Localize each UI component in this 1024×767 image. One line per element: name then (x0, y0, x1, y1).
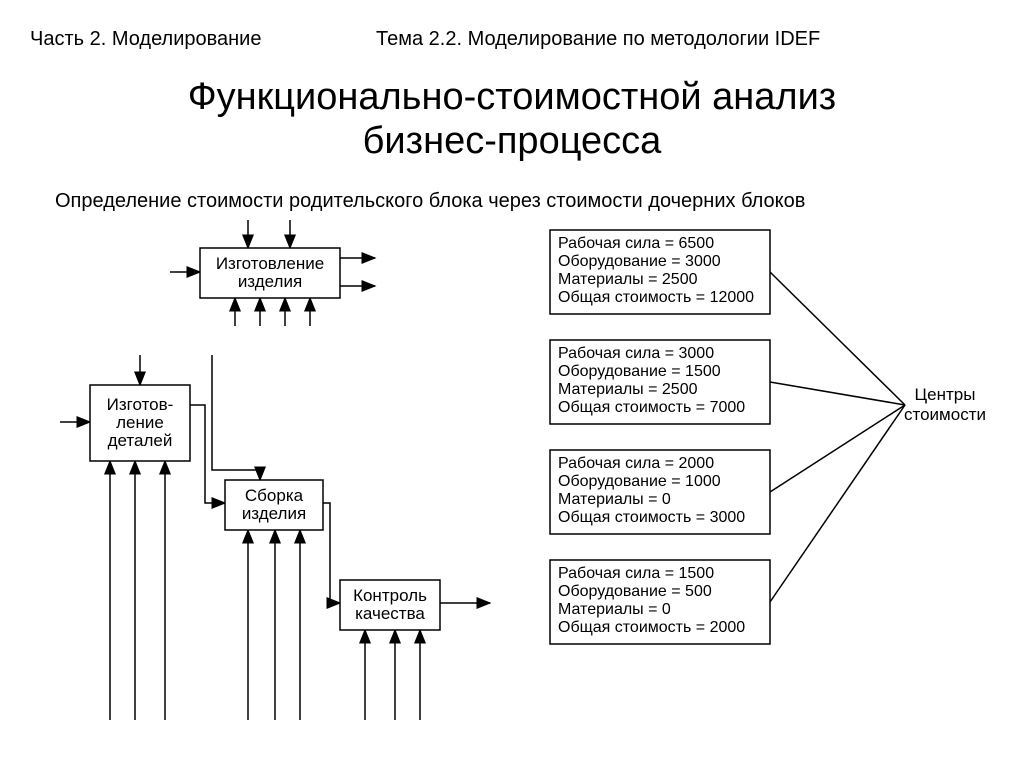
line-cost3-join (770, 405, 905, 602)
cost-c1-row: Рабочая сила = 3000 (558, 345, 714, 362)
process-b2-label: изделия (242, 504, 306, 523)
arrow-top-to-b2 (212, 355, 260, 480)
process-b1-label: Изготов- (107, 395, 174, 414)
cost-c0-row: Оборудование = 3000 (558, 253, 721, 270)
cost-c3-row: Материалы = 0 (558, 601, 671, 618)
line-cost2-join (770, 405, 905, 492)
process-b1-label: деталей (108, 431, 173, 450)
cost-c1-row: Общая стоимость = 7000 (558, 399, 745, 416)
cost-c0-row: Рабочая сила = 6500 (558, 235, 714, 252)
cost-c3-row: Рабочая сила = 1500 (558, 565, 714, 582)
cost-c0-row: Общая стоимость = 12000 (558, 289, 754, 306)
cost-c1-row: Материалы = 2500 (558, 381, 698, 398)
process-b0-label: изделия (238, 272, 302, 291)
cost-c3-row: Оборудование = 500 (558, 583, 712, 600)
process-b0-label: Изготовление (216, 254, 324, 273)
cost-c0-row: Материалы = 2500 (558, 271, 698, 288)
centers-label: Центры (915, 385, 976, 404)
arrow-b1-to-b2 (190, 405, 225, 503)
centers-label: стоимости (904, 405, 986, 424)
cost-c3-row: Общая стоимость = 2000 (558, 619, 745, 636)
diagram-canvas: ИзготовлениеизделияИзготов-лениедеталейС… (0, 0, 1024, 767)
process-b2-label: Сборка (245, 486, 304, 505)
cost-c2-row: Оборудование = 1000 (558, 473, 721, 490)
cost-c2-row: Рабочая сила = 2000 (558, 455, 714, 472)
process-b3-label: Контроль (353, 586, 427, 605)
arrow-b2-to-b3 (323, 503, 340, 603)
process-b1-label: ление (116, 413, 164, 432)
cost-c2-row: Материалы = 0 (558, 491, 671, 508)
cost-c1-row: Оборудование = 1500 (558, 363, 721, 380)
cost-c2-row: Общая стоимость = 3000 (558, 509, 745, 526)
process-b3-label: качества (355, 604, 425, 623)
